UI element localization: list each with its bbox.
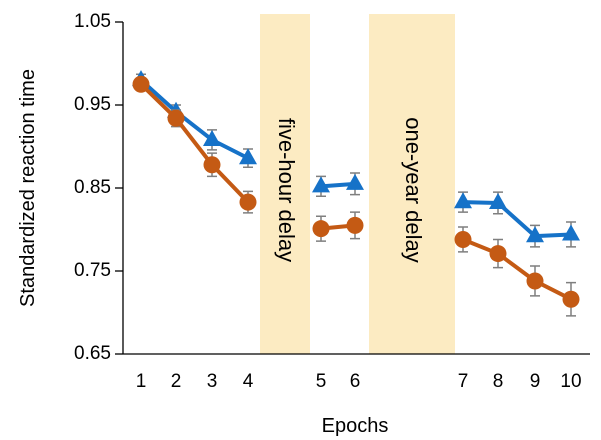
data-point-triangle: [312, 176, 330, 193]
data-point-circle: [312, 220, 330, 238]
delay-bands: five-hour delay one-year delay: [260, 14, 455, 354]
y-axis-title: Standardized reaction time: [17, 69, 39, 307]
axes: 0.65 0.75 0.85 0.95 1.05 1 2 3 4 5 6 7 8 9 10: [74, 11, 590, 392]
delay-band-2: [369, 14, 455, 354]
series-circle: [132, 75, 580, 317]
data-point-circle: [167, 109, 185, 127]
x-tick-label: 8: [493, 371, 504, 392]
delay-band-1: [260, 14, 310, 354]
data-point-triangle: [203, 129, 221, 146]
x-axis-title: Epochs: [322, 415, 389, 437]
x-tick-label: 5: [316, 371, 327, 392]
y-tick-label: 0.95: [74, 94, 111, 115]
data-point-circle: [489, 245, 507, 263]
data-point-triangle: [489, 193, 507, 210]
delay-band-label-2: one-year delay: [401, 117, 426, 263]
series-line: [462, 237, 572, 302]
series-line: [139, 82, 250, 204]
x-tick-label: 1: [136, 371, 147, 392]
data-point-circle: [346, 216, 364, 234]
data-point-circle: [132, 75, 150, 93]
y-tick-label: 1.05: [74, 11, 111, 32]
data-point-triangle: [562, 224, 580, 241]
data-point-circle: [203, 156, 221, 174]
data-point-triangle: [346, 173, 364, 190]
data-point-circle: [562, 290, 580, 308]
data-point-circle: [454, 230, 472, 248]
x-tick-label: 7: [458, 371, 469, 392]
x-tick-label: 6: [350, 371, 361, 392]
delay-band-label-1: five-hour delay: [274, 118, 299, 262]
x-tick-label: 2: [171, 371, 182, 392]
data-point-circle: [239, 193, 257, 211]
data-point-triangle: [526, 226, 544, 243]
data-point-triangle: [239, 148, 257, 165]
y-tick-label: 0.75: [74, 260, 111, 281]
series-line: [139, 78, 249, 160]
x-tick-label: 3: [207, 371, 218, 392]
x-tick-label: 9: [530, 371, 541, 392]
series-layer: [132, 70, 580, 317]
data-point-circle: [526, 272, 544, 290]
x-tick-label: 4: [243, 371, 254, 392]
y-tick-label: 0.85: [74, 177, 111, 198]
x-tick-label: 10: [560, 371, 581, 392]
data-point-triangle: [454, 192, 472, 209]
series-line: [462, 200, 572, 239]
y-tick-label: 0.65: [74, 343, 111, 364]
